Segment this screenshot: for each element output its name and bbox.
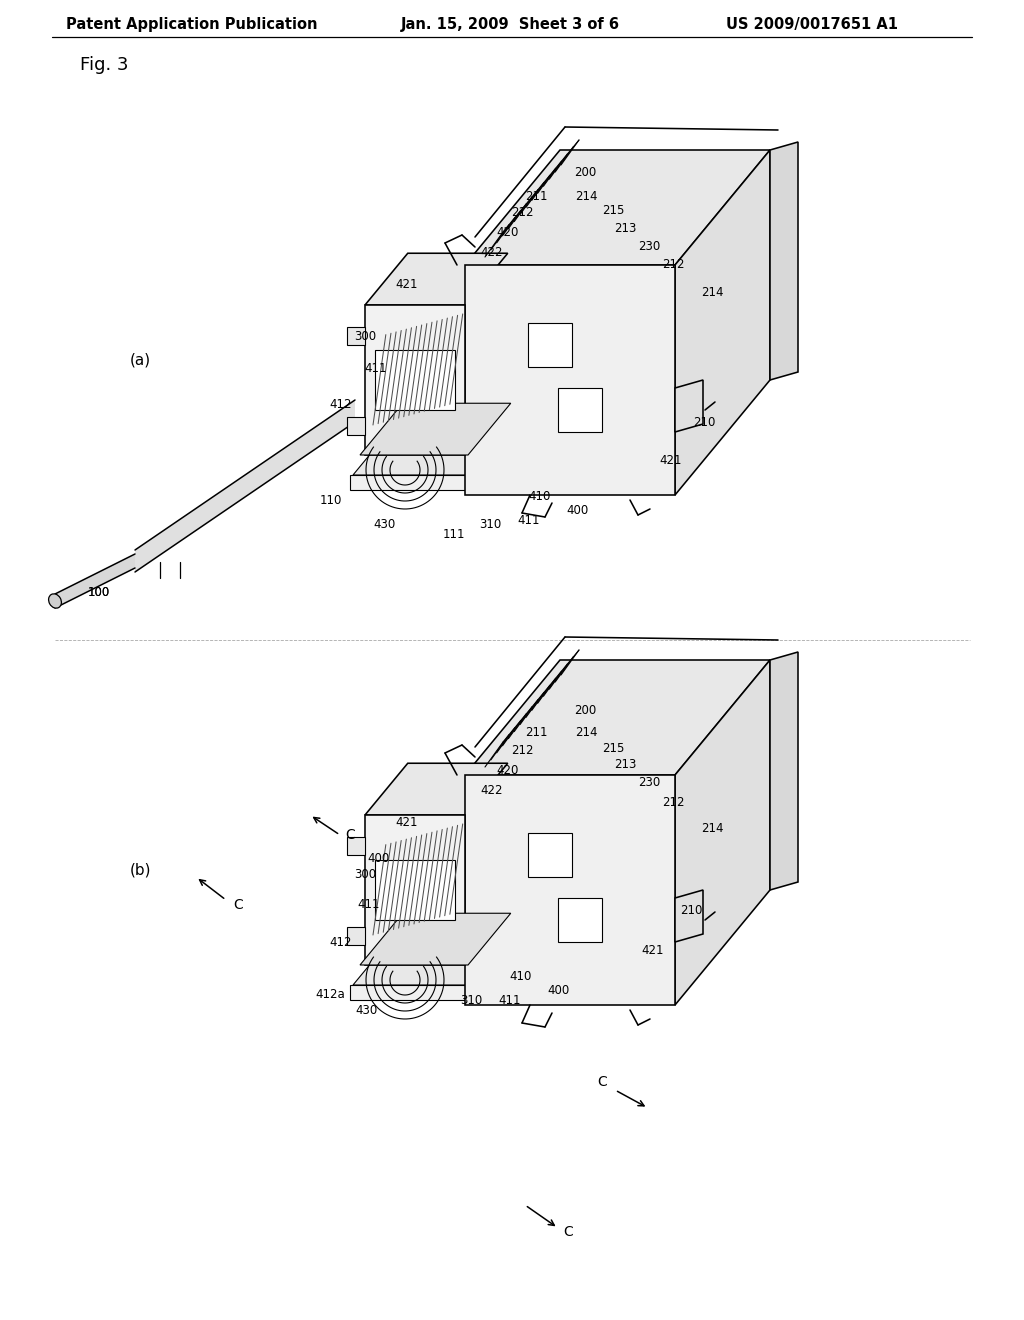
Polygon shape (135, 400, 355, 572)
Polygon shape (365, 253, 508, 305)
Polygon shape (350, 475, 480, 490)
Text: 212: 212 (512, 743, 534, 756)
Text: C: C (597, 1074, 607, 1089)
Text: 421: 421 (659, 454, 682, 466)
Polygon shape (675, 890, 703, 942)
Text: 212: 212 (512, 206, 534, 219)
Text: 210: 210 (693, 417, 716, 429)
Polygon shape (347, 327, 365, 345)
Polygon shape (465, 265, 675, 495)
Text: Jan. 15, 2009  Sheet 3 of 6: Jan. 15, 2009 Sheet 3 of 6 (400, 17, 620, 33)
Polygon shape (675, 660, 770, 1005)
Text: 400: 400 (368, 851, 390, 865)
Text: 215: 215 (602, 205, 625, 218)
Text: 230: 230 (638, 776, 660, 789)
Text: 410: 410 (528, 491, 551, 503)
Polygon shape (360, 403, 511, 455)
Text: 411: 411 (518, 515, 541, 528)
Polygon shape (375, 350, 455, 411)
Polygon shape (347, 417, 365, 436)
Polygon shape (365, 305, 465, 455)
Text: 212: 212 (662, 796, 684, 808)
Text: C: C (233, 898, 243, 912)
Polygon shape (675, 380, 703, 432)
Polygon shape (528, 323, 572, 367)
Polygon shape (465, 660, 770, 775)
Text: 310: 310 (479, 517, 501, 531)
Polygon shape (347, 927, 365, 945)
Text: 430: 430 (374, 517, 396, 531)
Text: 430: 430 (356, 1003, 378, 1016)
Polygon shape (375, 861, 455, 920)
Text: 230: 230 (638, 239, 660, 252)
Text: 300: 300 (354, 330, 376, 343)
Polygon shape (347, 837, 365, 855)
Text: 210: 210 (680, 903, 702, 916)
Polygon shape (353, 933, 520, 985)
Text: 420: 420 (497, 763, 519, 776)
Text: 214: 214 (575, 190, 597, 202)
Polygon shape (55, 554, 135, 609)
Text: 100: 100 (88, 586, 111, 599)
Text: 410: 410 (510, 970, 532, 983)
Polygon shape (770, 652, 798, 890)
Polygon shape (350, 985, 480, 1001)
Polygon shape (465, 775, 675, 1005)
Text: 412a: 412a (315, 989, 345, 1002)
Polygon shape (365, 814, 465, 965)
Text: 212: 212 (662, 259, 684, 272)
Polygon shape (675, 150, 770, 495)
Polygon shape (465, 150, 770, 265)
Text: 412: 412 (330, 936, 352, 949)
Text: 300: 300 (354, 867, 376, 880)
Text: C: C (563, 1225, 572, 1239)
Text: 214: 214 (701, 285, 724, 298)
Text: 215: 215 (602, 742, 625, 755)
Text: C: C (345, 828, 355, 842)
Text: 421: 421 (395, 816, 418, 829)
Text: 400: 400 (547, 983, 569, 997)
Text: 421: 421 (641, 944, 664, 957)
Text: 411: 411 (365, 362, 387, 375)
Text: 400: 400 (566, 503, 588, 516)
Text: 110: 110 (319, 494, 342, 507)
Text: 100: 100 (88, 586, 111, 599)
Text: 211: 211 (525, 190, 548, 202)
Text: (b): (b) (130, 862, 152, 878)
Polygon shape (360, 913, 511, 965)
Text: 211: 211 (525, 726, 548, 739)
Text: (a): (a) (130, 352, 152, 367)
Text: 214: 214 (575, 726, 597, 739)
Text: 411: 411 (499, 994, 521, 1006)
Text: 422: 422 (480, 247, 503, 260)
Text: 200: 200 (573, 704, 596, 717)
Polygon shape (528, 833, 572, 876)
Text: 421: 421 (395, 279, 418, 292)
Text: 111: 111 (442, 528, 465, 540)
Ellipse shape (48, 594, 61, 609)
Text: 213: 213 (614, 222, 636, 235)
Text: 420: 420 (497, 227, 519, 239)
Polygon shape (365, 763, 508, 814)
Text: 411: 411 (357, 899, 380, 912)
Polygon shape (558, 388, 602, 432)
Text: 422: 422 (480, 784, 503, 796)
Polygon shape (770, 143, 798, 380)
Text: Patent Application Publication: Patent Application Publication (67, 17, 317, 33)
Text: 213: 213 (614, 759, 636, 771)
Polygon shape (558, 898, 602, 942)
Text: Fig. 3: Fig. 3 (80, 55, 128, 74)
Text: 214: 214 (701, 822, 724, 836)
Text: 310: 310 (460, 994, 482, 1006)
Text: 412: 412 (330, 399, 352, 412)
Text: US 2009/0017651 A1: US 2009/0017651 A1 (726, 17, 898, 33)
Polygon shape (353, 424, 520, 475)
Text: 200: 200 (573, 166, 596, 180)
